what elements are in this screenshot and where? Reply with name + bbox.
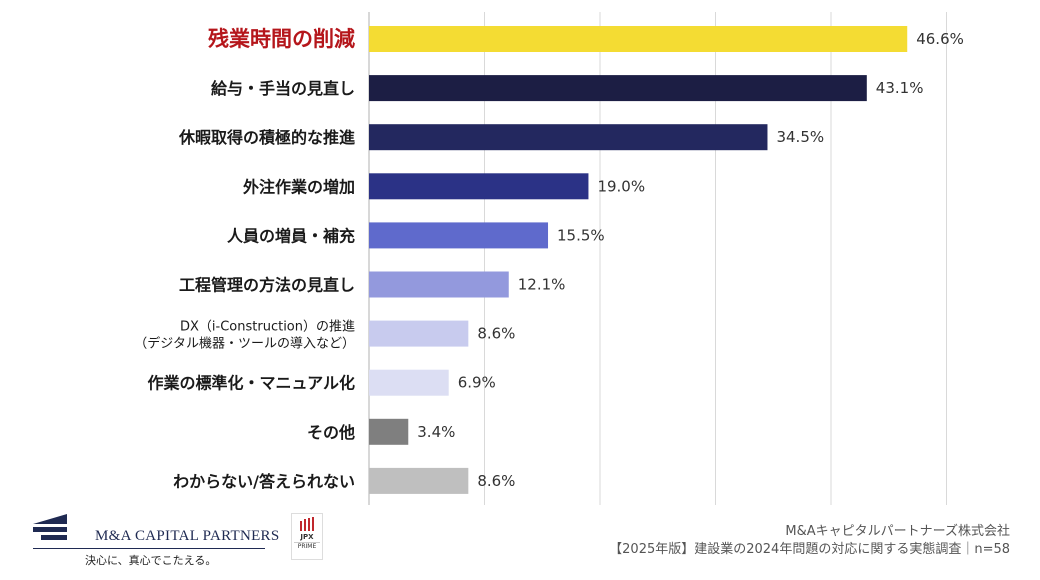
logo-tagline: 決心に、真心でこたえる。 — [85, 555, 217, 567]
category-label: 人員の増員・補充 — [227, 226, 355, 245]
category-label: 残業時間の削減 — [208, 27, 355, 51]
data-label: 34.5% — [776, 128, 824, 146]
bar — [369, 271, 509, 298]
category-label: 外注作業の増加 — [242, 177, 355, 196]
logo-text: M&A CAPITAL PARTNERS — [95, 528, 280, 544]
bar — [369, 173, 589, 200]
company-logo: M&A CAPITAL PARTNERS 決心に、真心でこたえる。 — [33, 514, 279, 567]
jpx-label: JPX — [300, 533, 314, 541]
bar — [369, 124, 768, 151]
footer: M&Aキャピタルパートナーズ株式会社 【2025年版】建設業の2024年問題の対… — [609, 523, 1010, 559]
bar — [369, 222, 549, 249]
category-label: その他 — [307, 423, 355, 442]
category-label: 作業の標準化・マニュアル化 — [147, 374, 355, 393]
data-label: 8.6% — [477, 472, 515, 490]
footer-company: M&Aキャピタルパートナーズ株式会社 — [785, 524, 1010, 539]
data-label: 12.1% — [518, 276, 566, 294]
bar — [369, 26, 908, 52]
category-label: 給与・手当の見直し — [211, 79, 355, 98]
bar — [369, 369, 449, 396]
category-label: 工程管理の方法の見直し — [179, 276, 355, 295]
bar — [369, 467, 469, 494]
data-label: 8.6% — [477, 325, 515, 343]
logo-mark-icon — [33, 514, 67, 540]
data-label: 3.4% — [417, 423, 455, 441]
data-label: 15.5% — [557, 226, 605, 244]
logo-divider — [33, 548, 265, 549]
footer-source: 【2025年版】建設業の2024年問題の対応に関する実態調査｜n=58 — [609, 542, 1010, 557]
data-label: 6.9% — [458, 374, 496, 392]
jpx-mark-icon — [300, 517, 314, 531]
category-label: DX（i-Construction）の推進（デジタル機器・ツールの導入など） — [134, 320, 355, 352]
data-label: 46.6% — [916, 30, 964, 48]
category-label: 休暇取得の積極的な推進 — [178, 128, 355, 147]
data-label: 19.0% — [597, 177, 645, 195]
jpx-prime-badge: JPX PRIME — [291, 513, 323, 560]
jpx-sub-label: PRIME — [294, 542, 320, 550]
bar — [369, 75, 867, 102]
data-label: 43.1% — [876, 79, 924, 97]
bar — [369, 320, 469, 347]
category-label: わからない/答えられない — [173, 472, 355, 491]
bar — [369, 418, 409, 445]
